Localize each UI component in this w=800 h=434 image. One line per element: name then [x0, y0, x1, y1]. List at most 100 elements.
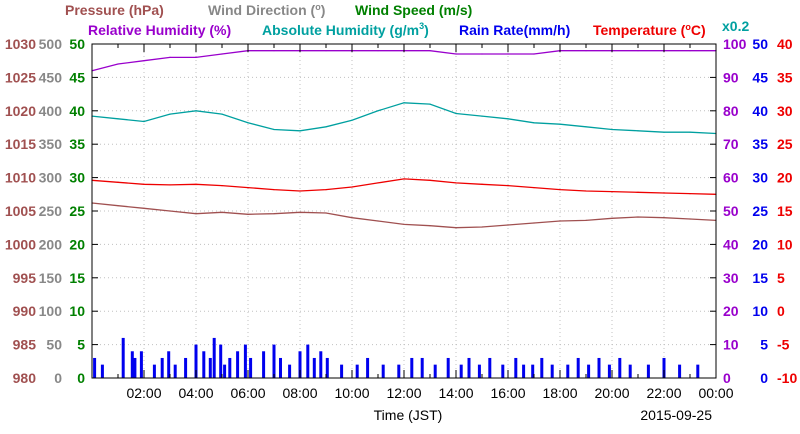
- pressure-tick-label: 1005: [5, 203, 36, 219]
- wind-direction-tick-label: 250: [39, 203, 63, 219]
- rain-rate-bar: [223, 364, 227, 378]
- rain-rate-bar: [381, 364, 385, 378]
- rain-rate-bar: [366, 357, 370, 378]
- pressure-point: [689, 218, 691, 220]
- rain-rate-bar: [446, 357, 450, 378]
- wind-speed-tick-label: 50: [69, 36, 85, 52]
- temperature-tick-label: 0: [777, 303, 785, 319]
- relative-humidity-tick-label: 60: [723, 170, 739, 186]
- absolute-humidity-x02-point: [533, 122, 535, 124]
- rain-rate-tick-label: 50: [752, 36, 768, 52]
- rain-rate-bar: [477, 364, 481, 378]
- rain-rate-bar: [319, 351, 323, 378]
- pressure-point: [507, 224, 509, 226]
- absolute-humidity-x02-point: [221, 113, 223, 115]
- rain-rate-bar: [236, 351, 240, 378]
- wind-direction-tick-label: 450: [39, 69, 63, 85]
- rain-rate-bar: [550, 364, 554, 378]
- temperature-point: [325, 189, 327, 191]
- wind-direction-tick-label: 100: [39, 303, 63, 319]
- pressure-point: [559, 220, 561, 222]
- x-tick-label: 14:00: [438, 385, 473, 401]
- degree-symbol: o: [315, 2, 321, 12]
- rain-rate-tick-label: 30: [752, 170, 768, 186]
- rain-rate-bar: [410, 357, 414, 378]
- wind-speed-tick-label: 35: [69, 136, 85, 152]
- rain-rate-tick-label: 15: [752, 270, 768, 286]
- temperature-tick-label: -5: [777, 337, 790, 353]
- temperature-tick-label: 10: [777, 236, 793, 252]
- x-tick-label: 08:00: [282, 385, 317, 401]
- absolute-humidity-x02-point: [611, 128, 613, 131]
- rain-rate-bar: [531, 364, 535, 378]
- rain-rate-bar: [173, 364, 177, 378]
- pressure-tick-label: 1025: [5, 69, 36, 85]
- pressure-point: [117, 205, 119, 207]
- x-tick-label: 12:00: [386, 385, 421, 401]
- rain-rate-tick-label: 25: [752, 203, 768, 219]
- rain-rate-bar: [167, 351, 171, 378]
- absolute-humidity-x02-point: [585, 126, 587, 128]
- relative-humidity-point: [221, 53, 223, 55]
- y-axes: 9809859909951000100510101015102010251030…: [5, 36, 798, 386]
- absolute-humidity-x02-point: [689, 131, 691, 133]
- temperature-point: [455, 182, 457, 184]
- temperature-point: [273, 189, 275, 191]
- temperature-point: [247, 187, 249, 189]
- pressure-point: [377, 220, 379, 222]
- rain-rate-bar: [628, 364, 632, 378]
- relative-humidity-tick-label: 50: [723, 203, 739, 219]
- temperature-point: [637, 191, 639, 193]
- rain-rate-bar: [279, 357, 282, 378]
- rain-rate-bar: [272, 344, 276, 378]
- pressure-tick-label: 990: [13, 303, 37, 319]
- absolute-humidity-x02-point: [455, 112, 457, 115]
- relative-humidity-point: [169, 56, 171, 58]
- rain-rate-bar: [488, 357, 492, 378]
- absolute-humidity-x02-point: [325, 126, 327, 128]
- relative-humidity-tick-label: 80: [723, 103, 739, 119]
- rain-rate-bar: [133, 357, 137, 378]
- relative-humidity-point: [377, 50, 379, 52]
- pressure-point: [169, 210, 171, 212]
- wind-direction-tick-label: 150: [39, 270, 63, 286]
- absolute-humidity-x02-point: [559, 123, 561, 125]
- rain-rate-title: Rain Rate(mm/h): [459, 22, 570, 38]
- temperature-point: [403, 178, 405, 180]
- rain-rate-bar: [459, 364, 463, 378]
- rain-rate-bar: [618, 357, 622, 378]
- rain-rate-bar: [540, 357, 544, 378]
- rain-rate-tick-label: 20: [752, 236, 768, 252]
- x-tick-label: 18:00: [542, 385, 577, 401]
- rain-rate-bar: [340, 364, 344, 378]
- relative-humidity-tick-label: 100: [723, 36, 747, 52]
- relative-humidity-tick-label: 30: [723, 270, 739, 286]
- temperature-point: [143, 183, 145, 185]
- absolute-humidity-x02-point: [247, 122, 249, 124]
- wind-speed-tick-label: 15: [69, 270, 85, 286]
- rain-rate-bar: [219, 344, 223, 378]
- rain-rate-bar: [130, 351, 134, 378]
- temperature-tick-label: 30: [777, 103, 793, 119]
- temperature-tick-label: -10: [777, 370, 797, 386]
- absolute-humidity-x02-point: [299, 130, 301, 132]
- rain-rate-bar: [678, 364, 682, 378]
- rain-rate-bar: [662, 357, 666, 378]
- x-tick-label: 20:00: [594, 385, 629, 401]
- rain-rate-bar: [93, 357, 97, 378]
- rain-rate-bar: [696, 364, 700, 378]
- rain-rate-bar: [514, 357, 518, 378]
- x-tick-label: 02:00: [126, 385, 161, 401]
- wind-speed-tick-label: 5: [77, 337, 85, 353]
- temperature-point: [221, 185, 223, 187]
- pressure-point: [143, 207, 145, 209]
- relative-humidity-tick-label: 10: [723, 337, 739, 353]
- temperature-tick-label: 20: [777, 170, 793, 186]
- pressure-point: [585, 219, 587, 221]
- wind-speed-tick-label: 45: [69, 69, 85, 85]
- rain-rate-bar: [212, 337, 216, 378]
- x-tick-label: 10:00: [334, 385, 369, 401]
- temperature-point: [117, 181, 119, 183]
- absolute-humidity-x02-point: [637, 130, 639, 132]
- rain-rate-bar: [160, 357, 164, 378]
